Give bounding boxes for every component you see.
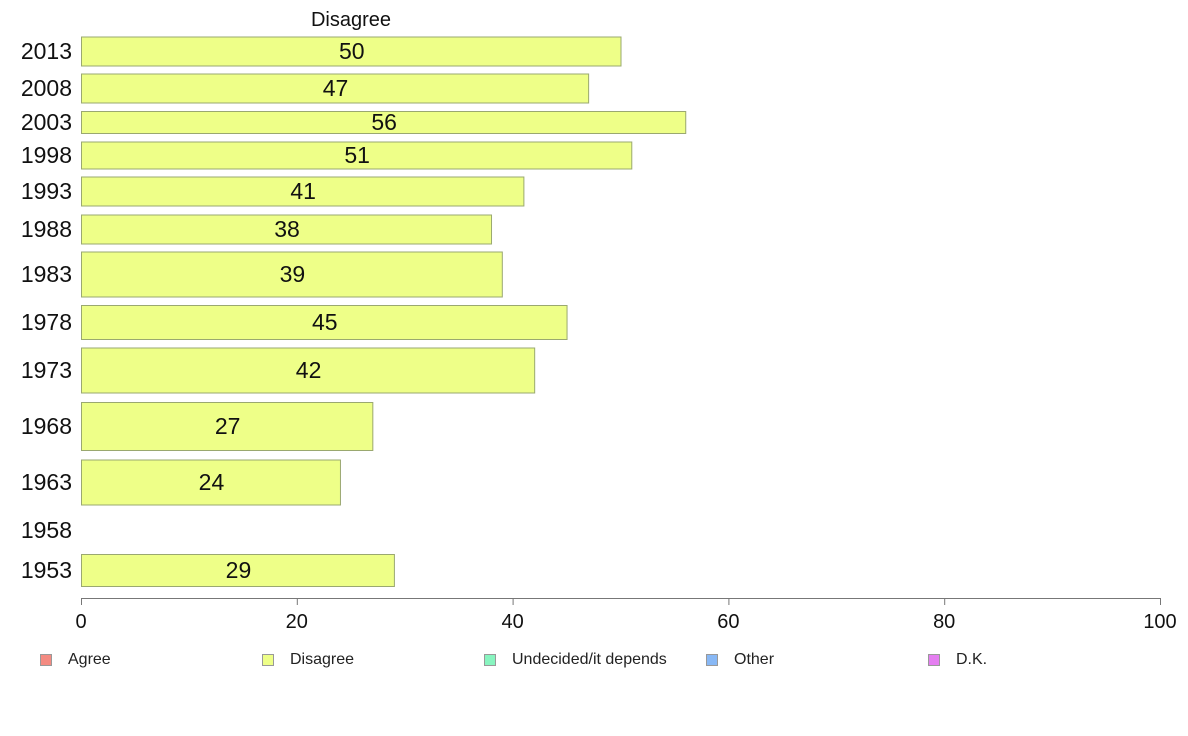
data-label-1978: 45: [312, 309, 338, 335]
bar-2013: [81, 36, 622, 67]
legend-item-agree: Agree: [40, 651, 111, 669]
legend-label-agree: Agree: [68, 651, 111, 668]
legend-label-other: Other: [734, 651, 775, 668]
data-label-2008: 47: [323, 75, 349, 101]
category-label-1963: 1963: [21, 469, 72, 495]
data-label-1953: 29: [226, 557, 252, 583]
legend-swatch-dk: [928, 654, 940, 666]
bar-chart: Disagree 2013 50 2008 47 2003 56 1998 51 1993 41 1…: [21, 9, 1177, 633]
category-label-1968: 1968: [21, 413, 72, 439]
legend-item-undecided: Undecided/it depends: [484, 651, 667, 669]
legend-item-dk: D.K.: [928, 651, 987, 669]
category-label-1953: 1953: [21, 557, 72, 583]
category-label-2013: 2013: [21, 38, 72, 64]
x-tick-label-40: 40: [501, 611, 523, 633]
chart-title: Disagree: [311, 9, 391, 31]
bar-1988: [81, 214, 493, 245]
bar-1963: [81, 459, 341, 506]
legend-swatch-undecided: [484, 654, 496, 666]
x-tick-label-60: 60: [717, 611, 739, 633]
x-tick-label-0: 0: [75, 611, 86, 633]
legend-item-disagree: Disagree: [262, 651, 354, 669]
bar-1993: [81, 176, 525, 207]
legend-label-disagree: Disagree: [290, 651, 355, 668]
data-label-1983: 39: [280, 261, 306, 287]
category-label-1993: 1993: [21, 178, 72, 204]
category-label-2003: 2003: [21, 109, 72, 135]
data-label-1963: 24: [199, 469, 225, 495]
x-tick-label-100: 100: [1143, 611, 1176, 633]
data-label-2003: 56: [371, 109, 397, 135]
category-label-1983: 1983: [21, 261, 72, 287]
data-label-1973: 42: [296, 357, 322, 383]
legend: Agree Disagree Undecided/it depends Othe…: [0, 651, 1188, 673]
data-label-1968: 27: [215, 413, 241, 439]
category-label-1988: 1988: [21, 216, 72, 242]
legend-swatch-agree: [40, 654, 52, 666]
bar-1998: [81, 141, 633, 170]
data-label-1988: 38: [274, 216, 300, 242]
category-label-1978: 1978: [21, 309, 72, 335]
bar-2003: [81, 111, 687, 134]
bar-1978: [81, 305, 568, 340]
bar-1968: [81, 402, 374, 451]
bar-1983: [81, 251, 503, 298]
category-label-1958: 1958: [21, 517, 72, 543]
legend-label-dk: D.K.: [956, 651, 988, 668]
data-label-2013: 50: [339, 38, 365, 64]
legend-item-other: Other: [706, 651, 774, 669]
data-label-1998: 51: [344, 142, 370, 168]
category-label-2008: 2008: [21, 75, 72, 101]
data-label-1993: 41: [290, 178, 316, 204]
legend-swatch-disagree: [262, 654, 274, 666]
category-label-1973: 1973: [21, 357, 72, 383]
x-tick-label-20: 20: [286, 611, 308, 633]
bar-2008: [81, 73, 590, 104]
legend-swatch-other: [706, 654, 718, 666]
bar-1953: [81, 554, 395, 587]
x-tick-label-80: 80: [933, 611, 955, 633]
bar-1973: [81, 347, 536, 394]
category-label-1998: 1998: [21, 142, 72, 168]
legend-label-undecided: Undecided/it depends: [512, 651, 667, 668]
